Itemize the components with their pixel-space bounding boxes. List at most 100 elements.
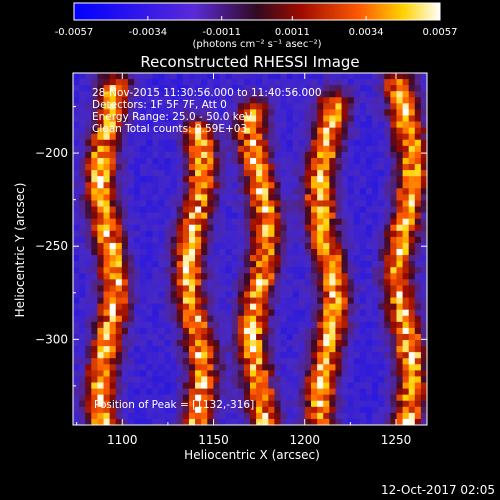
heatmap-cell [219, 115, 227, 123]
heatmap-cell [201, 97, 208, 104]
heatmap-cell [213, 352, 220, 359]
heatmap-cell [182, 230, 190, 238]
heatmap-cell [359, 194, 367, 201]
heatmap-cell [317, 79, 324, 86]
heatmap-cell [372, 182, 379, 189]
x-tick-label: 1250 [381, 433, 412, 447]
heatmap-cell [317, 151, 324, 159]
heatmap-cell [384, 109, 391, 116]
heatmap-cell [317, 115, 324, 123]
heatmap-cell [304, 218, 312, 226]
heatmap-cell [420, 133, 427, 141]
heatmap-cell [372, 170, 379, 177]
heatmap-cell [304, 79, 312, 86]
heatmap-cell [372, 279, 379, 286]
heatmap-cell [390, 97, 397, 104]
heatmap-cell [109, 267, 117, 274]
heatmap-cell [353, 370, 361, 377]
heatmap-cell [359, 170, 367, 177]
heatmap-cell [103, 352, 111, 359]
heatmap-cell [213, 261, 220, 268]
y-tick-label: −300 [35, 332, 68, 346]
heatmap-cell [127, 218, 135, 226]
heatmap-cell [207, 109, 214, 116]
heatmap-cell [408, 139, 416, 147]
heatmap-cell [85, 139, 92, 147]
heatmap-cell [134, 333, 141, 341]
heatmap-cell [365, 242, 373, 250]
heatmap-cell [292, 261, 300, 268]
heatmap-cell [79, 394, 86, 402]
heatmap-cell [286, 285, 294, 292]
heatmap-cell [158, 358, 166, 365]
heatmap-cell [378, 352, 385, 359]
heatmap-cell [323, 85, 330, 92]
heatmap-cell [127, 321, 135, 329]
heatmap-cell [286, 346, 294, 353]
heatmap-cell [414, 73, 422, 80]
heatmap-cell [201, 79, 208, 86]
heatmap-cell [219, 321, 227, 329]
heatmap-cell [317, 133, 324, 141]
heatmap-cell [365, 115, 373, 123]
heatmap-cell [359, 97, 367, 104]
heatmap-cell [420, 164, 427, 171]
heatmap-cell [109, 249, 117, 256]
heatmap-cell [140, 91, 147, 98]
heatmap-cell [335, 109, 343, 116]
heatmap-cell [121, 364, 129, 371]
heatmap-cell [396, 273, 404, 280]
heatmap-cell [268, 255, 275, 262]
heatmap-cell [390, 394, 397, 402]
heatmap-cell [365, 303, 373, 311]
heatmap-cell [365, 176, 373, 183]
heatmap-cell [414, 206, 422, 214]
heatmap-cell [213, 176, 220, 183]
heatmap-cell [414, 340, 422, 347]
heatmap-cell [292, 394, 300, 402]
heatmap-cell [274, 249, 282, 256]
heatmap-cell [365, 327, 373, 335]
heatmap-cell [292, 206, 300, 214]
heatmap-cell [134, 376, 141, 384]
heatmap-cell [353, 73, 361, 80]
heatmap-cell [225, 145, 233, 153]
heatmap-cell [420, 327, 427, 335]
heatmap-cell [127, 394, 135, 402]
heatmap-cell [243, 157, 251, 165]
heatmap-cell [91, 309, 98, 317]
heatmap-cell [231, 109, 239, 116]
heatmap-cell [365, 127, 373, 135]
heatmap-cell [127, 412, 135, 420]
heatmap-cell [97, 249, 105, 256]
heatmap-cell [256, 200, 263, 208]
heatmap-cell [97, 394, 105, 402]
heatmap-cell [347, 218, 355, 226]
heatmap-cell [231, 115, 239, 123]
heatmap-cell [365, 267, 373, 274]
heatmap-cell [73, 376, 80, 384]
heatmap-cell [317, 182, 324, 189]
heatmap-cell [396, 188, 404, 195]
heatmap-cell [317, 212, 324, 220]
heatmap-cell [195, 85, 202, 92]
heatmap-cell [384, 303, 391, 311]
heatmap-cell [73, 145, 80, 153]
heatmap-cell [152, 170, 159, 177]
heatmap-cell [323, 212, 330, 220]
heatmap-cell [280, 285, 288, 292]
heatmap-cell [127, 352, 135, 359]
heatmap-cell [140, 297, 147, 305]
heatmap-cell [127, 249, 135, 256]
heatmap-cell [280, 291, 288, 299]
heatmap-cell [365, 400, 373, 408]
heatmap-cell [109, 212, 117, 220]
heatmap-cell [109, 127, 117, 135]
heatmap-cell [140, 121, 147, 129]
heatmap-cell [134, 303, 141, 311]
heatmap-cell [347, 382, 355, 390]
heatmap-cell [250, 358, 257, 365]
heatmap-cell [109, 133, 117, 141]
heatmap-cell [353, 200, 361, 208]
heatmap-cell [268, 352, 275, 359]
